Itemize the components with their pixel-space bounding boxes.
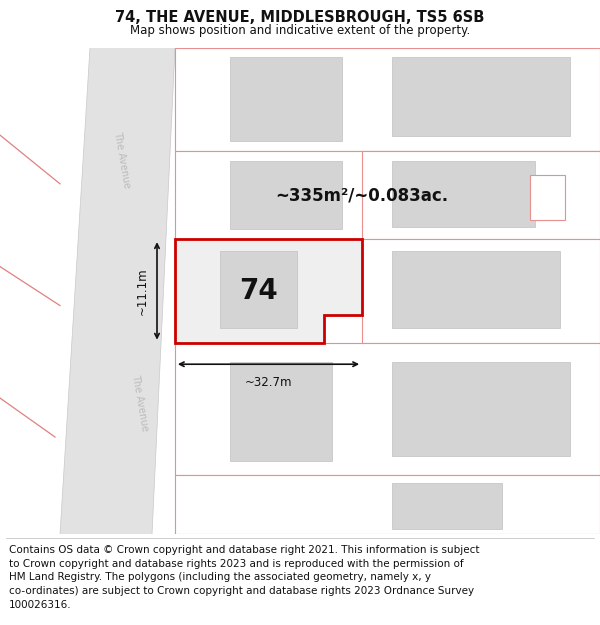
Bar (530, 176, 565, 219)
Bar (175, 48, 600, 151)
Text: Map shows position and indicative extent of the property.: Map shows position and indicative extent… (130, 24, 470, 37)
Bar (230, 161, 342, 229)
Bar (230, 58, 342, 141)
Bar (220, 251, 297, 328)
Bar (175, 342, 600, 476)
Text: ~32.7m: ~32.7m (245, 376, 292, 389)
Text: The Avenue: The Avenue (112, 130, 132, 189)
Text: Contains OS data © Crown copyright and database right 2021. This information is : Contains OS data © Crown copyright and d… (9, 545, 479, 609)
Polygon shape (175, 239, 362, 342)
Polygon shape (60, 48, 175, 534)
Bar (392, 251, 560, 328)
Bar (362, 239, 600, 342)
Bar (175, 476, 600, 534)
Bar (392, 58, 570, 136)
Bar (175, 151, 600, 239)
Text: 74: 74 (239, 277, 278, 305)
Bar (362, 151, 600, 239)
Text: The Avenue: The Avenue (130, 374, 150, 432)
Bar (392, 483, 502, 529)
Text: ~335m²/~0.083ac.: ~335m²/~0.083ac. (275, 186, 448, 204)
Text: 74, THE AVENUE, MIDDLESBROUGH, TS5 6SB: 74, THE AVENUE, MIDDLESBROUGH, TS5 6SB (115, 9, 485, 24)
Text: ~11.1m: ~11.1m (136, 267, 149, 315)
Bar (392, 161, 535, 228)
Bar (392, 362, 570, 456)
Bar (230, 362, 332, 461)
